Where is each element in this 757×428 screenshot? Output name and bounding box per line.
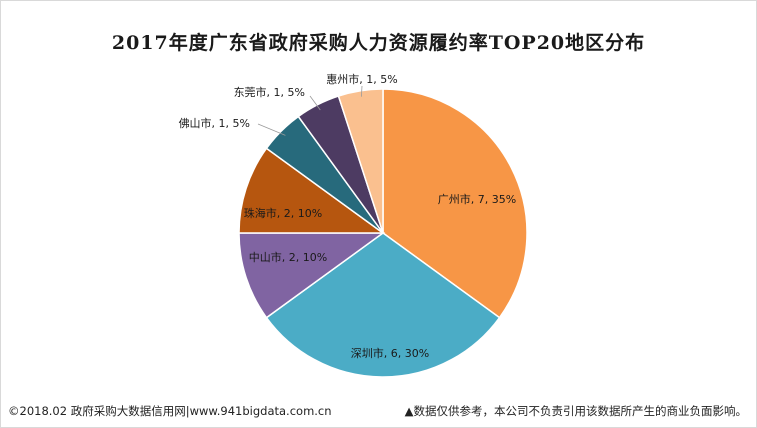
leader-line-5 bbox=[257, 123, 286, 136]
pie-slice-1 bbox=[382, 88, 528, 319]
pie-slice-2 bbox=[265, 232, 501, 378]
leader-line-6 bbox=[309, 95, 321, 111]
slice-label-6: 东莞市, 1, 5% bbox=[234, 85, 305, 99]
slice-label-2: 深圳市, 6, 30% bbox=[351, 346, 429, 360]
pie-slice-4 bbox=[238, 147, 386, 234]
slice-label-3: 中山市, 2, 10% bbox=[249, 250, 327, 264]
leader-line-7 bbox=[361, 85, 363, 97]
slice-label-7: 惠州市, 1, 5% bbox=[326, 72, 397, 86]
slice-label-4: 珠海市, 2, 10% bbox=[244, 206, 322, 220]
slice-label-5: 佛山市, 1, 5% bbox=[179, 116, 250, 130]
footer-disclaimer: ▲数据仅供参考，本公司不负责引用该数据所产生的商业负面影响。 bbox=[404, 404, 747, 418]
slice-label-1: 广州市, 7, 35% bbox=[438, 192, 516, 206]
pie-slice-3 bbox=[238, 232, 386, 319]
footer-source: ©2018.02 政府采购大数据信用网|www.941bigdata.com.c… bbox=[8, 404, 332, 418]
pie-slice-7 bbox=[337, 88, 384, 234]
chart-title: 2017年度广东省政府采购人力资源履约率TOP20地区分布 bbox=[111, 32, 646, 54]
